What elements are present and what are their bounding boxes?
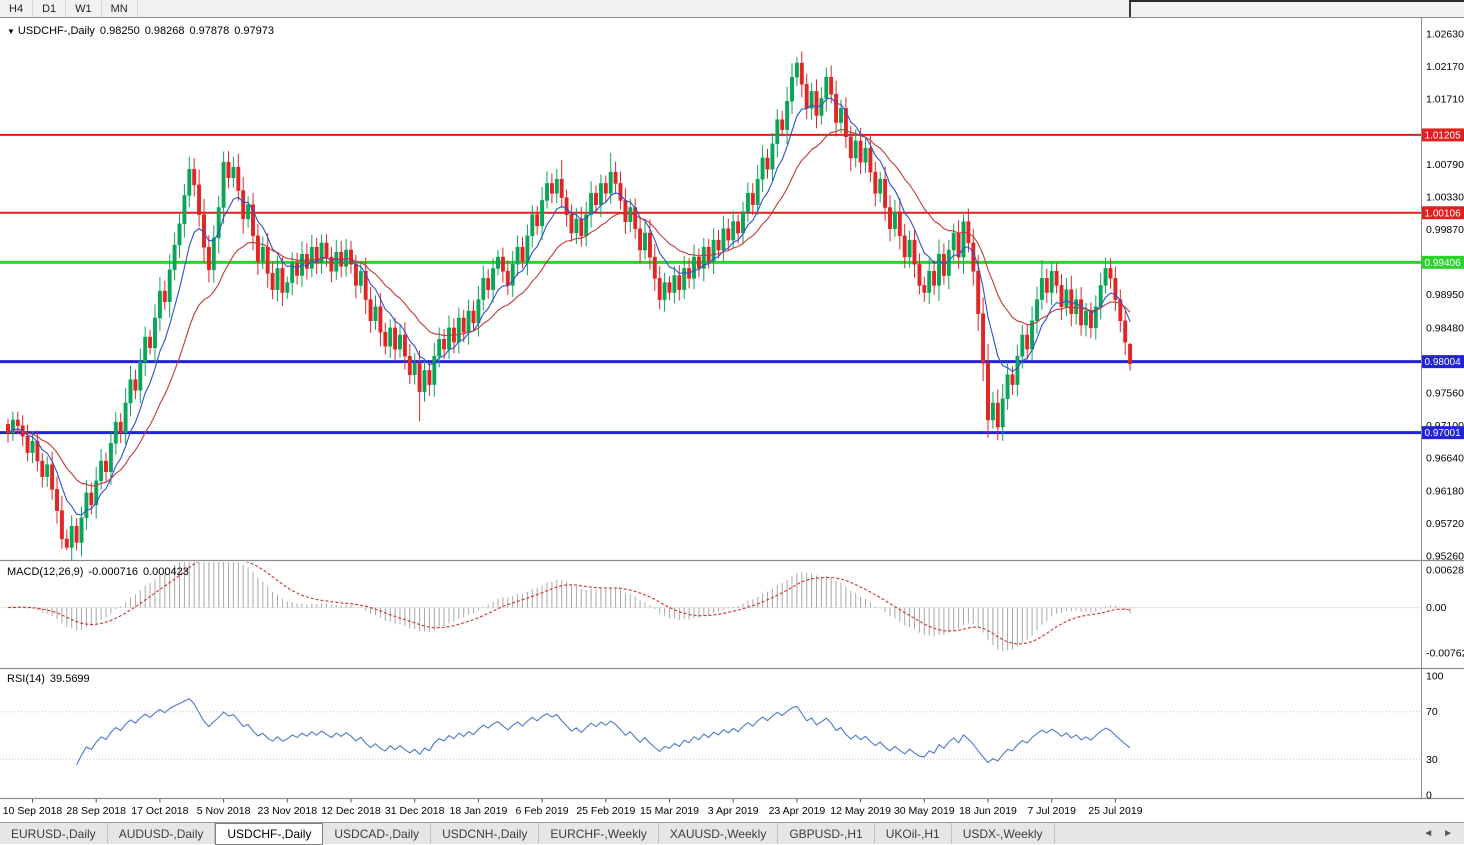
tab-audusd[interactable]: AUDUSD-,Daily (108, 823, 216, 844)
svg-text:10 Sep 2018: 10 Sep 2018 (3, 805, 63, 817)
pane-borders (0, 18, 1464, 800)
candlestick-series (6, 51, 1133, 560)
chart-title: ▼ USDCHF-,Daily 0.98250 0.98268 0.97878 0.979… (7, 25, 274, 37)
tab-gbpusd[interactable]: GBPUSD-,H1 (778, 823, 875, 844)
svg-text:0.96640: 0.96640 (1426, 453, 1464, 465)
price-level-badge (1422, 426, 1464, 440)
svg-text:25 Jul 2019: 25 Jul 2019 (1088, 805, 1142, 817)
svg-text:0.98004: 0.98004 (1425, 357, 1462, 368)
svg-text:17 Oct 2018: 17 Oct 2018 (131, 805, 188, 817)
ma-slow-line (7, 128, 1131, 487)
rsi-name: RSI(14) (7, 673, 45, 685)
chart-tabs-bar: EURUSD-,Daily AUDUSD-,Daily USDCHF-,Daily U… (0, 822, 1464, 845)
svg-text:0.95720: 0.95720 (1426, 518, 1464, 530)
svg-text:12 Dec 2018: 12 Dec 2018 (321, 805, 381, 817)
chart-symbol: USDCHF-,Daily (17, 25, 95, 37)
macd-signal-line (7, 562, 1131, 645)
svg-text:31 Dec 2018: 31 Dec 2018 (385, 805, 445, 817)
svg-text:28 Sep 2018: 28 Sep 2018 (66, 805, 126, 817)
svg-text:12 May 2019: 12 May 2019 (830, 805, 891, 817)
ma-fast-line (7, 97, 1131, 516)
rsi-value: 39.5699 (49, 673, 90, 685)
svg-text:0.96180: 0.96180 (1426, 485, 1464, 497)
svg-text:1.01205: 1.01205 (1425, 130, 1462, 141)
svg-text:100: 100 (1426, 671, 1444, 683)
tab-usdcnh[interactable]: USDCNH-,Daily (431, 823, 540, 844)
price-level-badge (1422, 355, 1464, 369)
timeframe-d1-button[interactable]: D1 (33, 0, 67, 17)
svg-text:1.00790: 1.00790 (1426, 159, 1464, 171)
tab-eurusd[interactable]: EURUSD-,Daily (0, 823, 108, 844)
ohlc-high: 0.98268 (144, 25, 185, 37)
timeframe-w1-button[interactable]: W1 (66, 0, 102, 17)
tabs-scroll-right-icon[interactable]: ► (1443, 828, 1453, 839)
rsi-line (76, 698, 1131, 765)
price-level-badge (1422, 255, 1464, 269)
svg-text:7 Jul 2019: 7 Jul 2019 (1027, 805, 1076, 817)
tab-usdcad[interactable]: USDCAD-,Daily (323, 823, 432, 844)
price-level-badge (1422, 206, 1464, 220)
tab-scroll-arrows: ◄ ► (1418, 823, 1464, 844)
svg-text:0.99870: 0.99870 (1426, 224, 1464, 236)
svg-text:18 Jun 2019: 18 Jun 2019 (959, 805, 1017, 817)
price-level-badges: 1.01205 1.00106 0.99406 0.98004 0.97001 (1422, 128, 1464, 440)
timeframe-mn-button[interactable]: MN (102, 0, 138, 17)
svg-text:23 Apr 2019: 23 Apr 2019 (769, 805, 826, 817)
svg-text:0.99406: 0.99406 (1425, 258, 1462, 269)
svg-text:0.00: 0.00 (1426, 602, 1447, 614)
svg-text:1.02630: 1.02630 (1426, 29, 1464, 41)
svg-text:0.97001: 0.97001 (1425, 428, 1462, 439)
rsi-axis-labels: 100 70 30 0 (1426, 671, 1444, 802)
svg-text:0.98950: 0.98950 (1426, 289, 1464, 301)
tabs-scroll-left-icon[interactable]: ◄ (1423, 828, 1434, 839)
svg-text:5 Nov 2018: 5 Nov 2018 (197, 805, 251, 817)
tab-ukoil[interactable]: UKOil-,H1 (875, 823, 952, 844)
svg-text:23 Nov 2018: 23 Nov 2018 (258, 805, 318, 817)
date-axis-labels: 10 Sep 2018 28 Sep 2018 17 Oct 2018 5 Nov 2… (3, 799, 1143, 817)
svg-text:0.95260: 0.95260 (1426, 550, 1464, 562)
svg-text:70: 70 (1426, 706, 1438, 718)
ohlc-close: 0.97973 (234, 25, 274, 37)
top-right-strip (1129, 0, 1464, 2)
macd-value-main: -0.000716 (88, 566, 138, 578)
svg-text:3 Apr 2019: 3 Apr 2019 (708, 805, 759, 817)
macd-indicator-label: MACD(12,26,9) -0.000716 0.000423 (7, 566, 194, 578)
svg-text:-0.00762: -0.00762 (1426, 647, 1464, 659)
svg-text:15 Mar 2019: 15 Mar 2019 (640, 805, 699, 817)
macd-histogram (0, 562, 1421, 652)
chart-svg[interactable]: 1.02630 1.02170 1.01710 1.00790 1.00330 0.998… (0, 18, 1464, 822)
chart-collapse-icon[interactable]: ▼ (7, 27, 15, 36)
timeframe-h4-button[interactable]: H4 (0, 0, 34, 17)
price-level-badge (1422, 128, 1464, 142)
tab-usdx[interactable]: USDX-,Weekly (952, 823, 1055, 844)
chart-region: 1.02630 1.02170 1.01710 1.00790 1.00330 0.998… (0, 18, 1464, 822)
svg-text:30 May 2019: 30 May 2019 (894, 805, 955, 817)
svg-text:1.00330: 1.00330 (1426, 191, 1464, 203)
macd-axis-labels: 0.006286 0.00 -0.00762 (1426, 565, 1464, 660)
horizontal-level-lines (0, 133, 1421, 435)
svg-text:30: 30 (1426, 754, 1438, 766)
tab-xauusd[interactable]: XAUUSD-,Weekly (659, 823, 779, 844)
svg-text:0.98480: 0.98480 (1426, 322, 1464, 334)
svg-text:0: 0 (1426, 790, 1432, 802)
macd-value-signal: 0.000423 (142, 566, 189, 578)
svg-text:25 Feb 2019: 25 Feb 2019 (576, 805, 635, 817)
tab-eurchf[interactable]: EURCHF-,Weekly (539, 823, 659, 844)
svg-text:1.00106: 1.00106 (1425, 208, 1462, 219)
rsi-indicator-label: RSI(14) 39.5699 (7, 673, 95, 685)
chart-tabs: EURUSD-,Daily AUDUSD-,Daily USDCHF-,Daily U… (0, 823, 1055, 845)
svg-text:0.006286: 0.006286 (1426, 565, 1464, 577)
svg-text:6 Feb 2019: 6 Feb 2019 (516, 805, 569, 817)
toolbar-divider (1129, 0, 1131, 17)
svg-text:1.02170: 1.02170 (1426, 61, 1464, 73)
svg-text:1.01710: 1.01710 (1426, 94, 1464, 106)
price-axis-labels: 1.02630 1.02170 1.01710 1.00790 1.00330 0.998… (1426, 29, 1464, 563)
svg-text:0.97560: 0.97560 (1426, 388, 1464, 400)
svg-text:18 Jan 2019: 18 Jan 2019 (449, 805, 507, 817)
ohlc-open: 0.98250 (99, 25, 140, 37)
ohlc-low: 0.97878 (189, 25, 230, 37)
macd-name: MACD(12,26,9) (7, 566, 84, 578)
timeframe-toolbar: H4 D1 W1 MN (0, 0, 1464, 18)
tab-usdchf[interactable]: USDCHF-,Daily (215, 823, 324, 845)
